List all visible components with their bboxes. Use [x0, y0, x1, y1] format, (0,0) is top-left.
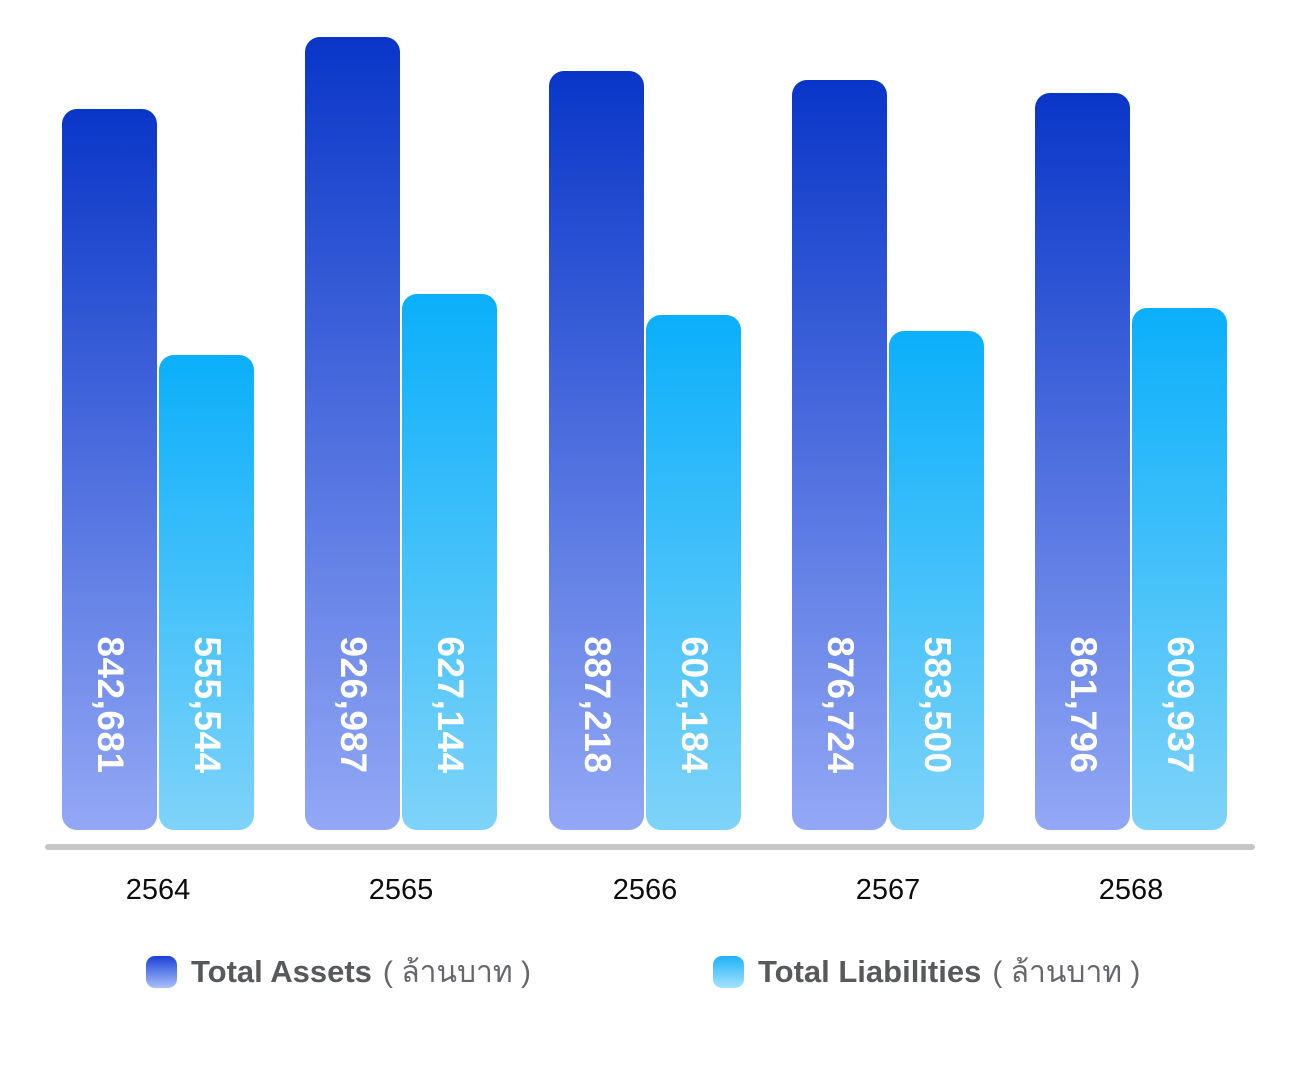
- x-axis-label-2565: 2565: [368, 874, 434, 906]
- bar-value-label: 887,218: [576, 636, 618, 774]
- bar-value-label: 861,796: [1062, 636, 1104, 774]
- bar-value-label: 609,937: [1159, 636, 1201, 774]
- bar-value-label: 842,681: [89, 636, 131, 774]
- total-assets-bar-2564: 842,681: [62, 109, 157, 830]
- total-liabilities-bar-2565: 627,144: [402, 294, 497, 830]
- legend-swatch-assets-icon: [146, 956, 177, 988]
- x-axis-label-2564: 2564: [125, 874, 191, 906]
- total-assets-bar-2566: 887,218: [549, 71, 644, 830]
- total-liabilities-bar-2566: 602,184: [646, 315, 741, 830]
- bar-value-label: 876,724: [819, 636, 861, 774]
- x-axis-label-2566: 2566: [612, 874, 678, 906]
- legend-unit-total-assets: ( ล้านบาท ): [382, 955, 531, 989]
- total-assets-bar-2568: 861,796: [1035, 93, 1130, 830]
- legend-label-total-liabilities: Total Liabilities: [758, 954, 982, 989]
- bar-value-label: 602,184: [673, 636, 715, 774]
- total-liabilities-bar-2568: 609,937: [1132, 308, 1227, 830]
- legend: Total Assets ( ล้านบาท ) Total Liabiliti…: [0, 954, 1297, 994]
- legend-label-total-assets: Total Assets: [191, 954, 372, 989]
- bar-value-label: 627,144: [429, 636, 471, 774]
- total-assets-bar-2565: 926,987: [305, 37, 400, 830]
- bar-value-label: 583,500: [916, 636, 958, 774]
- total-liabilities-bar-2564: 555,544: [159, 355, 254, 830]
- x-axis-label-2567: 2567: [855, 874, 921, 906]
- bar-value-label: 926,987: [332, 636, 374, 774]
- total-assets-bar-2567: 876,724: [792, 80, 887, 830]
- total-liabilities-bar-2567: 583,500: [889, 331, 984, 830]
- legend-item-total-assets: Total Assets ( ล้านบาท ): [146, 954, 531, 990]
- legend-swatch-liabilities-icon: [713, 956, 744, 988]
- x-axis-line: [45, 844, 1255, 850]
- bar-value-label: 555,544: [186, 636, 228, 774]
- legend-item-total-liabilities: Total Liabilities ( ล้านบาท ): [713, 954, 1140, 990]
- x-axis-label-2568: 2568: [1098, 874, 1164, 906]
- legend-unit-total-liabilities: ( ล้านบาท ): [992, 955, 1141, 989]
